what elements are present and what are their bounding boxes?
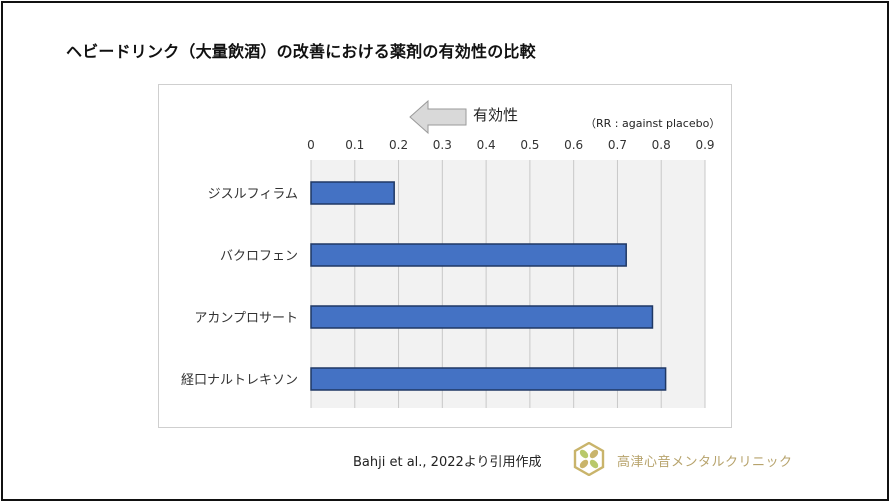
x-tick-label: 0.8 (652, 138, 671, 152)
clinic-logo-icon (573, 442, 605, 476)
category-label: ジスルフィラム (208, 187, 298, 202)
x-tick-labels: 0 0.1 0.2 0.3 0.4 0.5 0.6 0.7 0.8 0.9 (307, 138, 714, 152)
x-tick-label: 0.5 (520, 138, 539, 152)
x-tick-label: 0.6 (564, 138, 583, 152)
category-label: 経口ナルトレキソン (181, 373, 298, 388)
x-tick-label: 0.9 (695, 138, 714, 152)
x-tick-label: 0.2 (389, 138, 408, 152)
x-tick-label: 0.3 (433, 138, 452, 152)
bars (310, 181, 667, 391)
bar (310, 181, 395, 205)
clinic-name: 高津心音メンタルクリニック (617, 455, 793, 470)
category-label: アカンプロサート (194, 311, 298, 326)
x-tick-label: 0.4 (477, 138, 496, 152)
citation: Bahji et al., 2022より引用作成 (353, 455, 542, 470)
bar (310, 243, 627, 267)
x-tick-label: 0 (307, 138, 315, 152)
rr-note: （RR : against placebo） (585, 117, 721, 130)
x-tick-label: 0.7 (608, 138, 627, 152)
x-tick-label: 0.1 (345, 138, 364, 152)
effectiveness-label: 有効性 (473, 106, 519, 124)
page-title: ヘビードリンク（大量飲酒）の改善における薬剤の有効性の比較 (66, 42, 536, 61)
left-arrow-icon (409, 99, 467, 135)
bar (310, 305, 654, 329)
category-label: バクロフェン (220, 249, 298, 264)
bar (310, 367, 667, 391)
